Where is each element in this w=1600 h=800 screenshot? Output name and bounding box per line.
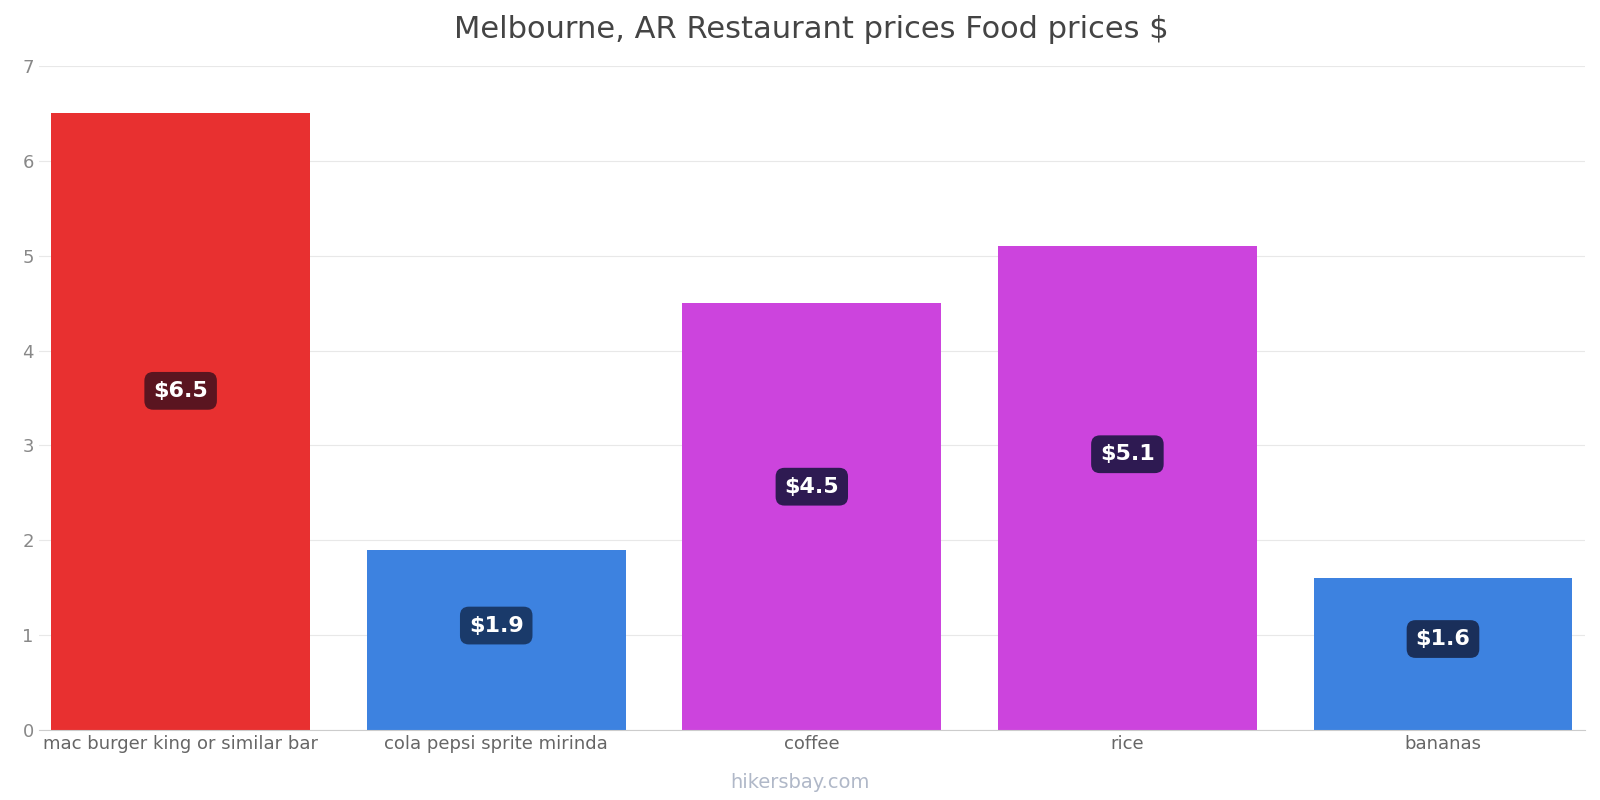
Bar <box>51 114 310 730</box>
Bar <box>998 246 1256 730</box>
Title: Melbourne, AR Restaurant prices Food prices $: Melbourne, AR Restaurant prices Food pri… <box>454 15 1170 44</box>
Bar <box>366 550 626 730</box>
Text: $5.1: $5.1 <box>1101 444 1155 464</box>
Text: $4.5: $4.5 <box>784 477 838 497</box>
Bar <box>1314 578 1573 730</box>
Bar <box>683 303 941 730</box>
Text: hikersbay.com: hikersbay.com <box>730 773 870 792</box>
Text: $1.6: $1.6 <box>1416 629 1470 649</box>
Text: $1.9: $1.9 <box>469 615 523 635</box>
Text: $6.5: $6.5 <box>154 381 208 401</box>
